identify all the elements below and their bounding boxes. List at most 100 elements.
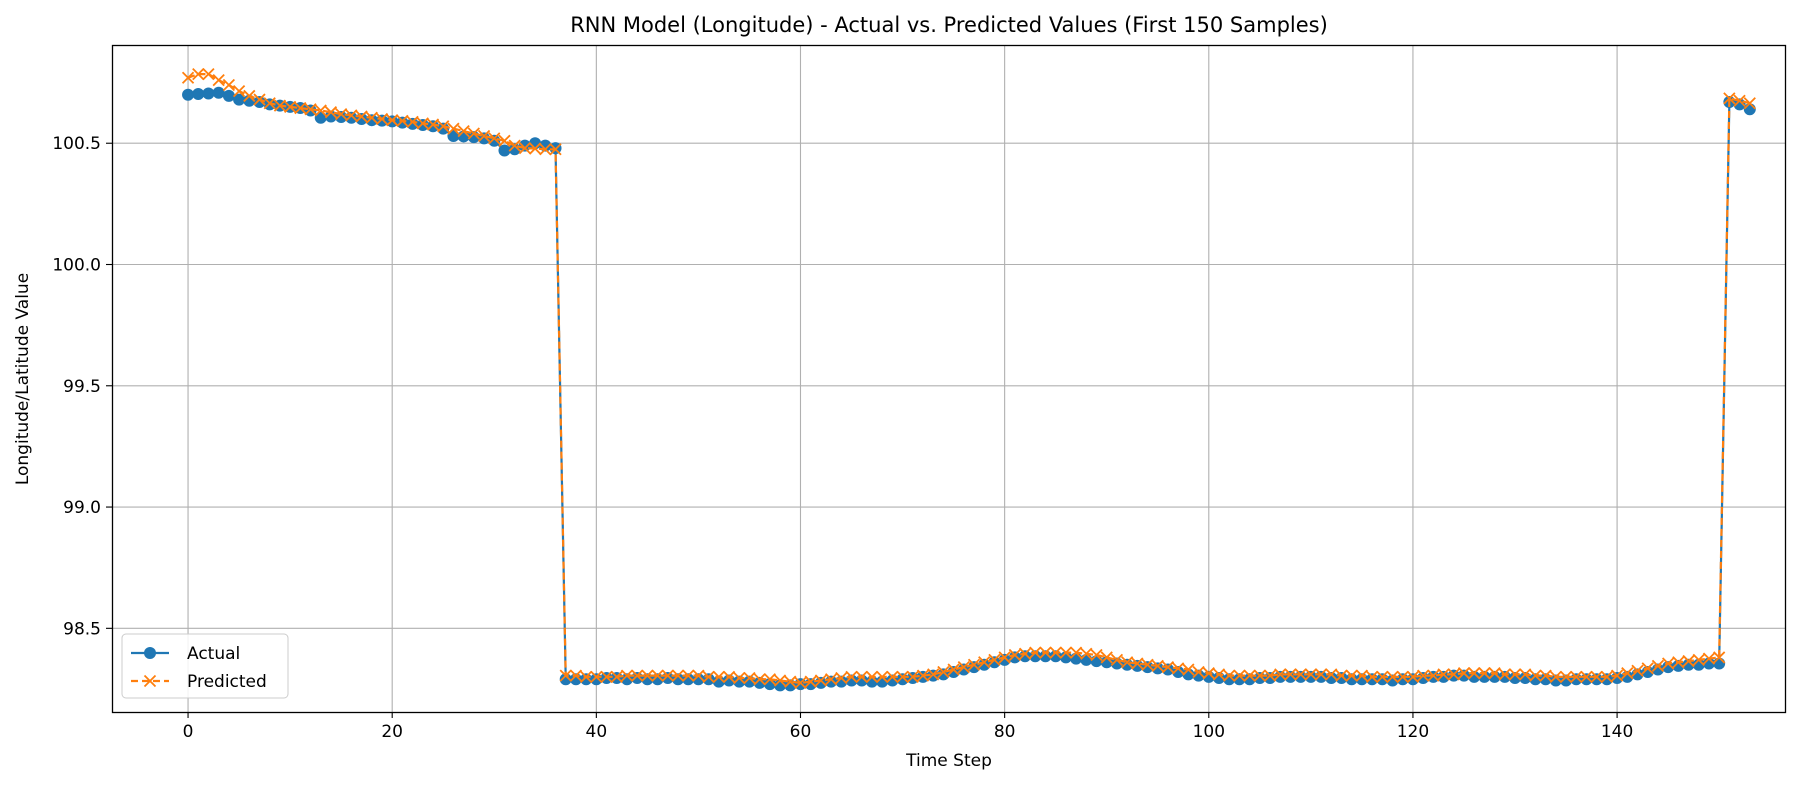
predicted-point	[743, 671, 756, 685]
predicted-point	[1243, 669, 1256, 682]
predicted-point	[814, 674, 828, 687]
predicted-point	[202, 67, 215, 81]
predicted-point	[314, 104, 327, 117]
actual-point	[1151, 662, 1164, 675]
actual-point	[1141, 661, 1154, 674]
predicted-point	[620, 669, 634, 682]
predicted-point	[1447, 668, 1460, 681]
actual-point	[1264, 672, 1277, 685]
predicted-point	[1651, 659, 1665, 673]
predicted-point	[335, 107, 348, 121]
actual-point	[1590, 673, 1603, 686]
predicted-series	[181, 67, 1756, 690]
predicted-point	[1702, 652, 1716, 665]
predicted-point	[998, 651, 1011, 664]
predicted-point	[528, 142, 542, 155]
predicted-point	[1641, 662, 1654, 675]
predicted-point	[733, 671, 746, 685]
actual-point	[365, 114, 378, 127]
actual-point	[1366, 673, 1379, 686]
predicted-point	[263, 97, 276, 110]
actual-point	[896, 673, 909, 686]
actual-point	[1570, 673, 1583, 686]
predicted-point	[212, 74, 225, 87]
predicted-point	[1713, 651, 1726, 664]
predicted-point	[927, 668, 940, 681]
actual-point	[1457, 669, 1470, 682]
predicted-point	[549, 143, 562, 156]
predicted-point	[865, 670, 879, 683]
x-tick-label: 20	[381, 722, 403, 742]
predicted-point	[1386, 670, 1399, 683]
x-tick-label: 40	[586, 722, 608, 742]
predicted-point	[1223, 669, 1236, 682]
predicted-point	[1376, 670, 1389, 683]
predicted-point	[978, 656, 991, 669]
predicted-point	[1182, 663, 1195, 676]
predicted-point	[1151, 659, 1164, 673]
predicted-point	[1355, 669, 1369, 682]
actual-point	[396, 116, 409, 129]
predicted-point	[682, 669, 695, 682]
actual-point	[192, 87, 205, 100]
actual-point	[212, 86, 225, 99]
predicted-point	[1325, 668, 1338, 681]
actual-point	[355, 112, 368, 125]
predicted-point	[559, 669, 572, 682]
actual-point	[702, 673, 715, 686]
predicted-point	[957, 660, 970, 674]
actual-point	[814, 676, 827, 689]
actual-point	[661, 672, 674, 685]
predicted-point	[886, 670, 899, 683]
actual-point	[1580, 673, 1593, 686]
predicted-point	[477, 129, 491, 143]
predicted-point	[1172, 662, 1185, 675]
predicted-point	[784, 675, 797, 688]
predicted-point	[396, 114, 409, 128]
predicted-point	[1559, 670, 1573, 683]
predicted-point	[1253, 669, 1266, 682]
y-axis-title: Longitude/Latitude Value	[13, 273, 33, 485]
predicted-point	[304, 103, 317, 116]
predicted-point	[294, 101, 307, 115]
y-tick-label: 100.0	[52, 256, 101, 276]
predicted-point	[273, 99, 287, 112]
predicted-point	[488, 132, 501, 145]
actual-point	[1743, 103, 1756, 116]
predicted-point	[1018, 647, 1032, 660]
predicted-point	[1692, 653, 1705, 666]
predicted-point	[712, 670, 725, 683]
predicted-point	[181, 71, 195, 84]
predicted-point	[1519, 668, 1532, 681]
legend-actual-marker	[144, 647, 156, 659]
axis-ticks: 0 20 40 60 80 100 120 140 98.5 99.0 99.5 100.0 100.5	[52, 134, 1633, 742]
actual-point	[1008, 651, 1021, 664]
predicted-point	[1274, 668, 1287, 681]
predicted-point	[1141, 658, 1154, 671]
actual-point	[1396, 673, 1409, 686]
predicted-point	[824, 673, 838, 686]
actual-point	[978, 658, 991, 671]
predicted-point	[1212, 668, 1226, 681]
actual-point	[1192, 669, 1205, 682]
predicted-point	[753, 673, 766, 686]
grid-lines	[112, 45, 1785, 712]
predicted-point	[539, 143, 552, 156]
predicted-point	[243, 89, 256, 103]
predicted-point	[1263, 669, 1277, 682]
predicted-point	[651, 669, 664, 682]
predicted-point	[1631, 664, 1644, 677]
y-tick-label: 98.5	[63, 619, 101, 639]
legend-predicted-marker	[143, 674, 157, 688]
actual-point	[590, 673, 603, 686]
actual-point	[1437, 670, 1450, 683]
y-tick-label: 99.5	[63, 377, 101, 397]
predicted-point	[1192, 665, 1205, 679]
actual-point	[804, 678, 817, 691]
y-tick-label: 100.5	[52, 134, 101, 154]
predicted-point	[416, 117, 429, 130]
actual-point	[1304, 670, 1317, 683]
actual-point	[498, 144, 511, 157]
predicted-point	[1590, 670, 1603, 683]
predicted-point	[988, 653, 1001, 666]
